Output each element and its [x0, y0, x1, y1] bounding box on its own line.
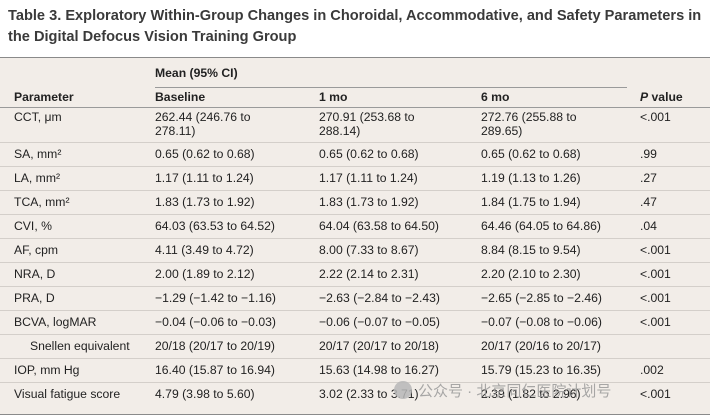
- cell-1mo: −0.06 (−0.07 to −0.05): [319, 315, 440, 329]
- header-1mo: 1 mo: [319, 90, 348, 104]
- header-6mo: 6 mo: [481, 90, 510, 104]
- data-table: Mean (95% CI) Parameter Baseline 1 mo 6 …: [0, 57, 710, 415]
- row-divider: [0, 142, 710, 143]
- cell-6mo: 0.65 (0.62 to 0.68): [481, 147, 581, 161]
- cell-1mo: 8.00 (7.33 to 8.67): [319, 243, 419, 257]
- cell-p: .002: [640, 363, 664, 377]
- cell-6mo: 15.79 (15.23 to 16.35): [481, 363, 601, 377]
- row-divider: [0, 238, 710, 239]
- cell-p: .27: [640, 171, 657, 185]
- row-label: LA, mm²: [14, 171, 61, 185]
- row-label: Snellen equivalent: [30, 339, 130, 353]
- row-divider: [0, 358, 710, 359]
- header-parameter: Parameter: [14, 90, 74, 104]
- cell-p: .47: [640, 195, 657, 209]
- wechat-icon: [394, 381, 412, 399]
- cell-6mo: 1.19 (1.13 to 1.26): [481, 171, 581, 185]
- row-divider: [0, 262, 710, 263]
- header-p-rest: value: [648, 90, 683, 104]
- cell-p: <.001: [640, 387, 671, 401]
- cell-baseline: 0.65 (0.62 to 0.68): [155, 147, 255, 161]
- cell-baseline: 1.17 (1.11 to 1.24): [155, 171, 254, 185]
- row-label: PRA, D: [14, 291, 55, 305]
- cell-6mo: 1.84 (1.75 to 1.94): [481, 195, 581, 209]
- header-p-value: P value: [640, 90, 683, 105]
- row-divider: [0, 166, 710, 167]
- cell-baseline-cont: 278.11): [155, 124, 196, 138]
- row-label: CCT, μm: [14, 110, 62, 124]
- cell-baseline: 20/18 (20/17 to 20/19): [155, 339, 275, 353]
- cell-1mo: 15.63 (14.98 to 16.27): [319, 363, 439, 377]
- header-p-italic: P: [640, 90, 649, 104]
- row-divider: [0, 286, 710, 287]
- cell-p: <.001: [640, 243, 671, 257]
- cell-p: .04: [640, 219, 657, 233]
- cell-1mo: 0.65 (0.62 to 0.68): [319, 147, 419, 161]
- cell-1mo: 270.91 (253.68 to: [319, 110, 415, 124]
- row-divider: [0, 214, 710, 215]
- cell-1mo: 2.22 (2.14 to 2.31): [319, 267, 419, 281]
- cell-6mo: 2.39 (1.82 to 2.96): [481, 387, 581, 401]
- cell-baseline: 2.00 (1.89 to 2.12): [155, 267, 255, 281]
- cell-baseline: 262.44 (246.76 to: [155, 110, 251, 124]
- cell-p: <.001: [640, 291, 671, 305]
- cell-6mo-cont: 289.65): [481, 124, 523, 138]
- header-baseline: Baseline: [155, 90, 206, 104]
- cell-p: <.001: [640, 110, 671, 124]
- cell-1mo: 1.17 (1.11 to 1.24): [319, 171, 418, 185]
- row-divider: [0, 382, 710, 383]
- cell-1mo: 64.04 (63.58 to 64.50): [319, 219, 439, 233]
- group-divider: [155, 87, 627, 88]
- cell-baseline: −1.29 (−1.42 to −1.16): [155, 291, 276, 305]
- cell-baseline: 16.40 (15.87 to 16.94): [155, 363, 275, 377]
- cell-1mo: 20/17 (20/17 to 20/18): [319, 339, 439, 353]
- cell-p: <.001: [640, 315, 671, 329]
- cell-baseline: 1.83 (1.73 to 1.92): [155, 195, 255, 209]
- header-divider: [0, 107, 710, 108]
- row-divider: [0, 310, 710, 311]
- cell-1mo-cont: 288.14): [319, 124, 361, 138]
- row-label: SA, mm²: [14, 147, 62, 161]
- cell-baseline: 4.11 (3.49 to 4.72): [155, 243, 254, 257]
- row-label: BCVA, logMAR: [14, 315, 97, 329]
- cell-p: <.001: [640, 267, 671, 281]
- cell-baseline: −0.04 (−0.06 to −0.03): [155, 315, 276, 329]
- cell-6mo: 2.20 (2.10 to 2.30): [481, 267, 581, 281]
- watermark-text: 公众号 · 北京同仁医院计划号: [418, 383, 612, 400]
- cell-6mo: 20/17 (20/16 to 20/17): [481, 339, 601, 353]
- header-row: Parameter Baseline 1 mo 6 mo P value: [0, 87, 710, 107]
- table-title: Table 3. Exploratory Within-Group Change…: [8, 8, 702, 45]
- cell-6mo: −2.65 (−2.85 to −2.46): [481, 291, 602, 305]
- cell-6mo: 8.84 (8.15 to 9.54): [481, 243, 581, 257]
- cell-1mo: 1.83 (1.73 to 1.92): [319, 195, 419, 209]
- cell-6mo: −0.07 (−0.08 to −0.06): [481, 315, 602, 329]
- row-label: TCA, mm²: [14, 195, 70, 209]
- cell-6mo: 64.46 (64.05 to 64.86): [481, 219, 601, 233]
- cell-1mo: 3.02 (2.33 to 3.71): [319, 387, 419, 401]
- cell-6mo: 272.76 (255.88 to: [481, 110, 577, 124]
- row-divider: [0, 190, 710, 191]
- cell-baseline: 64.03 (63.53 to 64.52): [155, 219, 275, 233]
- cell-p: .99: [640, 147, 657, 161]
- watermark: 公众号 · 北京同仁医院计划号: [394, 380, 611, 401]
- row-divider: [0, 334, 710, 335]
- cell-baseline: 4.79 (3.98 to 5.60): [155, 387, 255, 401]
- column-group-header: Mean (95% CI): [155, 66, 238, 80]
- cell-1mo: −2.63 (−2.84 to −2.43): [319, 291, 440, 305]
- row-label: CVI, %: [14, 219, 52, 233]
- row-label: Visual fatigue score: [14, 387, 121, 401]
- row-label: AF, cpm: [14, 243, 59, 257]
- row-label: IOP, mm Hg: [14, 363, 80, 377]
- row-label: NRA, D: [14, 267, 56, 281]
